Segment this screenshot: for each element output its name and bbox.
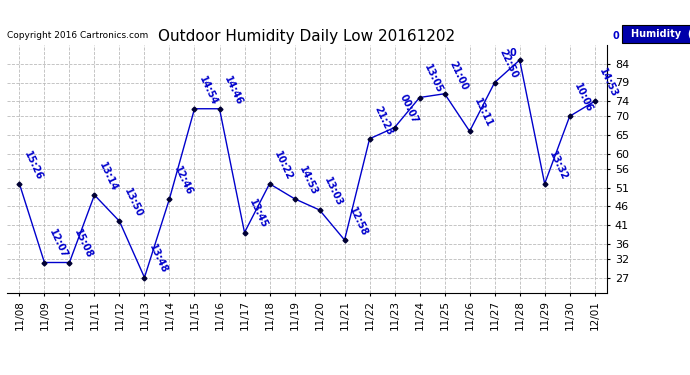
Bar: [622, 25, 690, 42]
Text: 22:50: 22:50: [497, 48, 520, 80]
Text: 14:54: 14:54: [197, 74, 219, 106]
Text: Humidity  (%): Humidity (%): [631, 29, 690, 39]
Title: Outdoor Humidity Daily Low 20161202: Outdoor Humidity Daily Low 20161202: [159, 29, 455, 44]
Text: 13:45: 13:45: [247, 198, 270, 230]
Text: 21:00: 21:00: [447, 59, 470, 92]
Text: 21:23: 21:23: [373, 104, 395, 136]
Text: 0: 0: [510, 48, 517, 58]
Text: 12:46: 12:46: [172, 164, 195, 196]
Text: 00:07: 00:07: [397, 93, 420, 125]
Text: Copyright 2016 Cartronics.com: Copyright 2016 Cartronics.com: [7, 31, 148, 40]
Text: 13:14: 13:14: [97, 160, 119, 193]
Text: 14:46: 14:46: [222, 74, 244, 106]
Text: 12:07: 12:07: [47, 228, 70, 260]
Text: 15:26: 15:26: [22, 149, 44, 182]
Text: 14:53: 14:53: [598, 67, 620, 99]
Text: 10:22: 10:22: [273, 149, 295, 182]
Text: 10:06: 10:06: [573, 82, 595, 114]
Text: 13:05: 13:05: [422, 63, 444, 95]
Text: 0: 0: [613, 32, 619, 41]
Text: 12:58: 12:58: [347, 206, 370, 238]
Text: 13:50: 13:50: [122, 187, 144, 219]
Text: 13:48: 13:48: [147, 243, 170, 275]
Text: 15:08: 15:08: [72, 228, 95, 260]
Text: 13:32: 13:32: [547, 149, 570, 182]
Text: 13:11: 13:11: [473, 97, 495, 129]
Text: 13:03: 13:03: [322, 176, 344, 208]
Text: 14:53: 14:53: [297, 164, 319, 196]
